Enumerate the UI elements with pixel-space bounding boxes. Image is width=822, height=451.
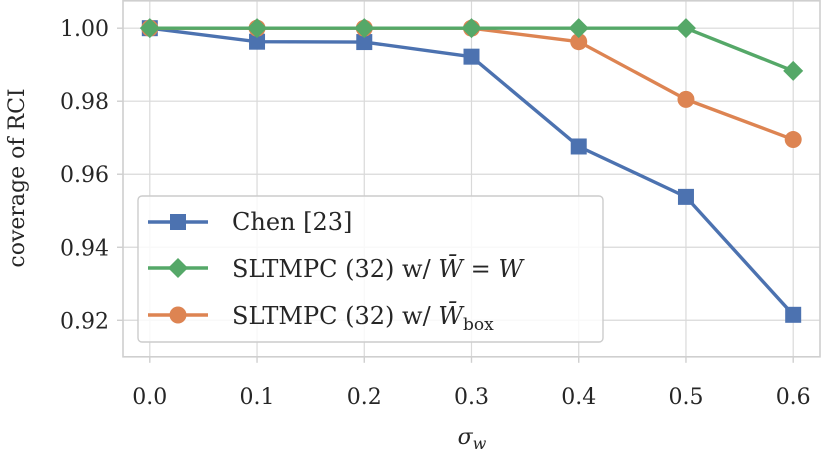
data-point-square — [570, 138, 587, 155]
data-point-square — [677, 188, 694, 205]
y-tick-label: 0.92 — [60, 309, 109, 334]
data-point-diamond — [354, 18, 375, 39]
legend-label-chen: Chen [23] — [232, 208, 352, 236]
x-tick-label: 0.0 — [132, 385, 167, 410]
legend-marker-square — [170, 214, 186, 230]
data-point-diamond — [675, 18, 696, 39]
legend: Chen [23] SLTMPC (32) w/ W̄ = W SLTMPC (… — [137, 195, 604, 343]
series-layer — [139, 18, 804, 323]
legend-label-sltmpc-box-math: W̄ — [438, 302, 465, 330]
legend-entry-chen: Chen [23] — [148, 208, 352, 236]
data-point-diamond — [139, 18, 160, 39]
y-tick-label: 1.00 — [60, 17, 109, 42]
x-axis-ticks: 0.0 0.1 0.2 0.3 0.4 0.5 0.6 — [132, 356, 811, 410]
legend-label-sltmpc-w-prefix: SLTMPC (32) w/ — [232, 255, 438, 283]
x-axis-label: σw — [458, 425, 487, 451]
data-point-square — [356, 34, 373, 51]
data-point-square — [249, 33, 266, 50]
series-diamond — [139, 18, 804, 81]
data-point-circle — [570, 33, 588, 51]
y-tick-label: 0.96 — [60, 163, 109, 188]
legend-label-sltmpc-box: SLTMPC (32) w/ W̄box — [232, 302, 494, 335]
y-axis-label: coverage of RCI — [5, 88, 30, 267]
x-axis-label-sigma: σ — [458, 425, 474, 450]
data-point-diamond — [783, 60, 804, 81]
legend-box — [137, 195, 604, 343]
x-tick-label: 0.5 — [668, 385, 703, 410]
data-point-square — [463, 48, 480, 65]
legend-marker-diamond — [168, 258, 188, 278]
y-tick-label: 0.98 — [60, 90, 109, 115]
data-point-diamond — [247, 18, 268, 39]
x-tick-label: 0.3 — [454, 385, 489, 410]
series-square — [141, 20, 802, 323]
data-point-diamond — [568, 18, 589, 39]
x-tick-label: 0.1 — [240, 385, 275, 410]
x-axis-label-subscript: w — [473, 434, 487, 451]
legend-entry-sltmpc-box: SLTMPC (32) w/ W̄box — [148, 302, 494, 335]
x-tick-label: 0.4 — [561, 385, 596, 410]
legend-label-sltmpc-w: SLTMPC (32) w/ W̄ = W — [232, 255, 525, 283]
legend-entry-sltmpc-w: SLTMPC (32) w/ W̄ = W — [148, 255, 525, 283]
y-axis-ticks: 0.92 0.94 0.96 0.98 1.00 — [60, 17, 123, 334]
data-point-circle — [784, 131, 802, 149]
legend-label-sltmpc-box-prefix: SLTMPC (32) w/ — [232, 302, 438, 330]
legend-label-sltmpc-box-subscript: box — [463, 315, 494, 335]
legend-label-sltmpc-w-math: W̄ = W — [438, 255, 525, 283]
data-point-circle — [677, 90, 695, 108]
y-tick-label: 0.94 — [60, 236, 109, 261]
x-tick-label: 0.2 — [347, 385, 382, 410]
legend-marker-circle — [169, 306, 187, 324]
data-point-square — [785, 306, 802, 323]
data-point-diamond — [461, 18, 482, 39]
x-tick-label: 0.6 — [776, 385, 811, 410]
